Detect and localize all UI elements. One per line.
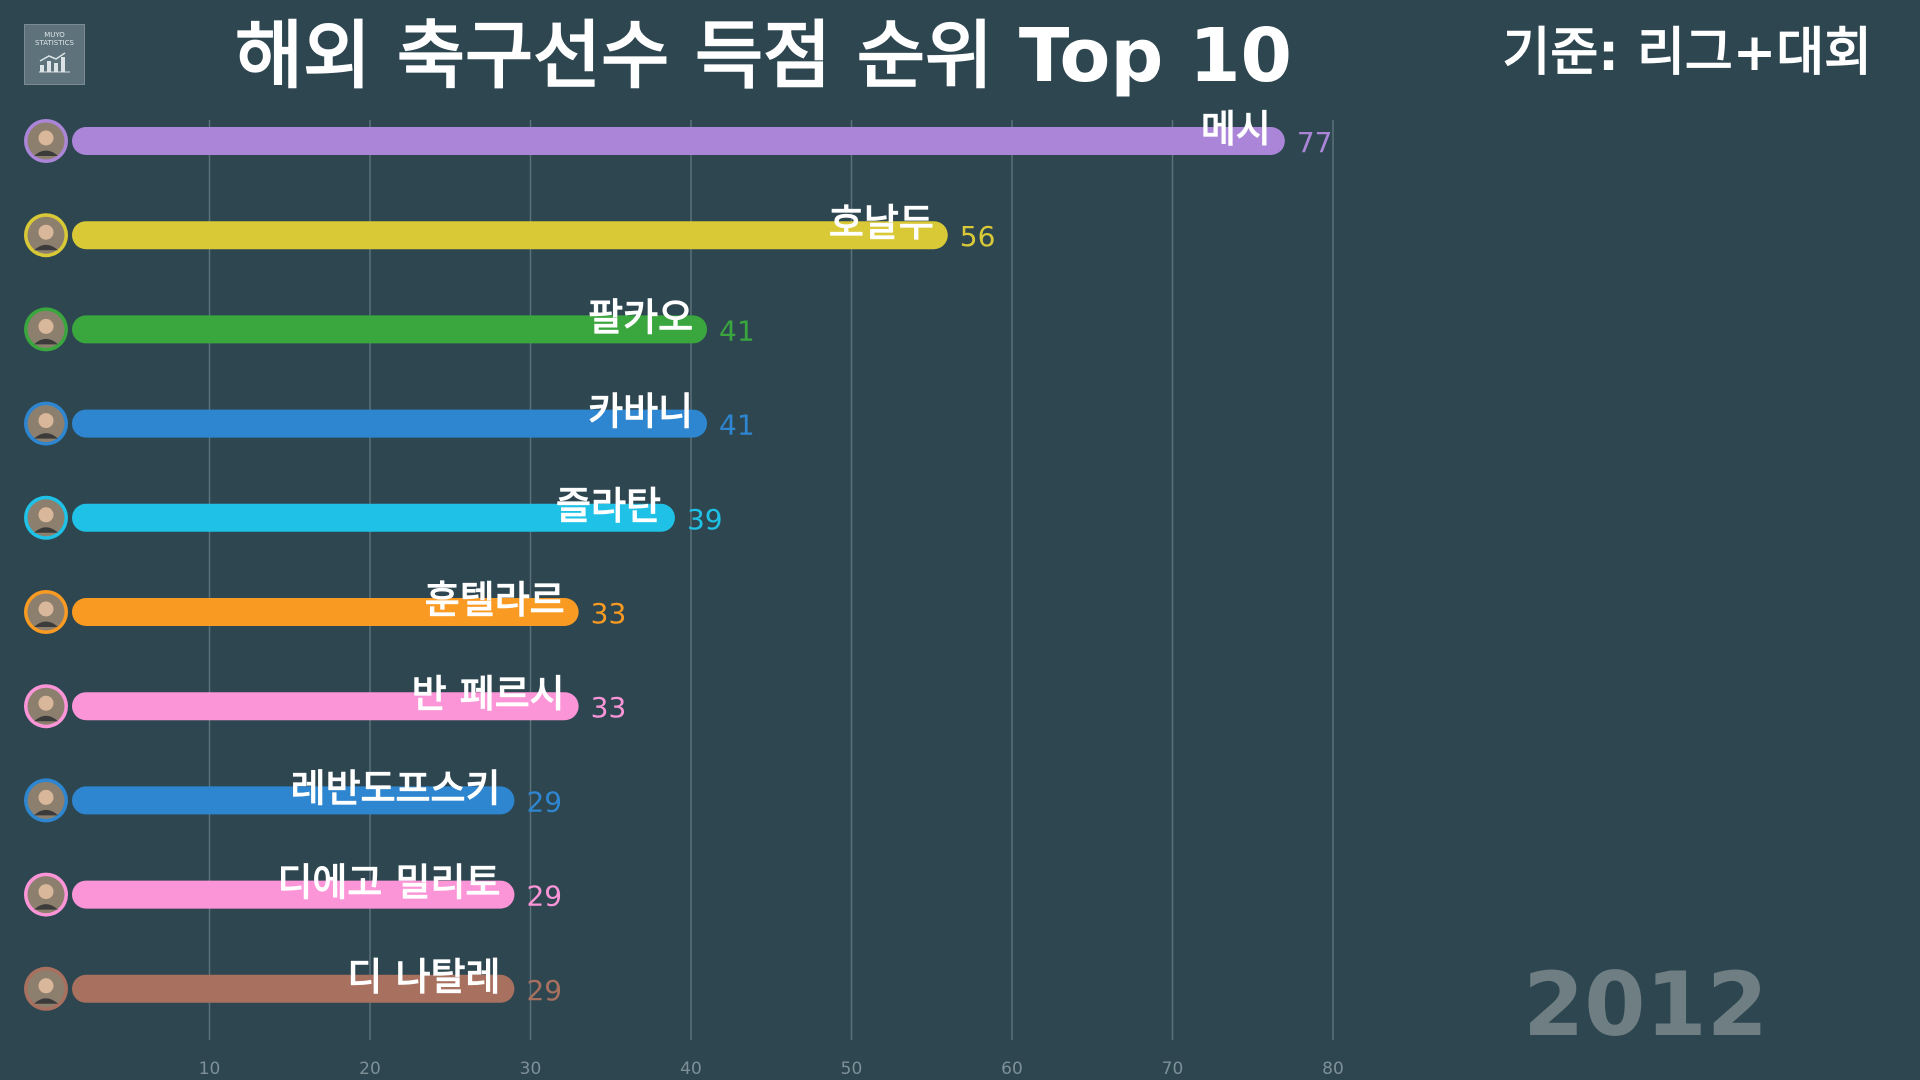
bar bbox=[72, 974, 515, 1003]
x-tick-label: 20 bbox=[359, 1059, 381, 1079]
logo-text-line1: MUYO bbox=[44, 31, 65, 39]
player-name-label: 호날두 bbox=[829, 201, 934, 245]
logo-text-line2: STATISTICS bbox=[35, 39, 74, 47]
bar bbox=[72, 315, 708, 344]
player-face-icon bbox=[38, 695, 54, 711]
player-shoulders-icon bbox=[34, 809, 58, 816]
player-name-label: 즐라탄 bbox=[556, 484, 661, 528]
player-name-label: 디 나탈레 bbox=[347, 955, 500, 999]
bar-chart-icon bbox=[38, 52, 70, 73]
value-label: 77 bbox=[1297, 126, 1333, 159]
value-label: 29 bbox=[526, 785, 562, 818]
x-tick-label: 30 bbox=[520, 1059, 542, 1079]
player-face-icon bbox=[38, 507, 54, 523]
bar bbox=[72, 786, 515, 815]
player-shoulders-icon bbox=[34, 244, 58, 251]
x-tick-label: 50 bbox=[841, 1059, 863, 1079]
player-shoulders-icon bbox=[34, 998, 58, 1004]
player-face-icon bbox=[38, 601, 54, 617]
player-name-label: 레반도프스키 bbox=[291, 766, 501, 810]
bar bbox=[72, 409, 708, 438]
player-shoulders-icon bbox=[34, 338, 58, 345]
player-face-icon bbox=[38, 318, 54, 334]
player-name-label: 팔카오 bbox=[588, 295, 693, 339]
bar bbox=[72, 880, 515, 909]
value-label: 41 bbox=[719, 314, 755, 347]
player-name-label: 반 페르시 bbox=[412, 672, 565, 716]
bar bbox=[72, 221, 948, 250]
player-shoulders-icon bbox=[34, 904, 58, 910]
value-label: 41 bbox=[719, 409, 755, 442]
value-label: 29 bbox=[526, 974, 562, 1007]
player-face-icon bbox=[38, 130, 54, 146]
player-face-icon bbox=[38, 789, 54, 805]
player-face-icon bbox=[38, 978, 54, 994]
bar bbox=[72, 598, 579, 626]
player-name-label: 훈텔라르 bbox=[425, 578, 565, 622]
player-shoulders-icon bbox=[34, 621, 58, 627]
player-shoulders-icon bbox=[34, 150, 58, 156]
x-tick-label: 40 bbox=[680, 1059, 702, 1079]
player-face-icon bbox=[38, 413, 54, 429]
player-name-label: 디에고 밀리토 bbox=[277, 861, 500, 905]
value-label: 29 bbox=[526, 880, 562, 913]
player-name-label: 메시 bbox=[1201, 107, 1271, 151]
channel-logo: MUYO STATISTICS bbox=[24, 24, 85, 85]
player-shoulders-icon bbox=[34, 433, 58, 439]
player-face-icon bbox=[38, 884, 54, 900]
chart-title: 해외 축구선수 득점 순위 Top 10 bbox=[235, 13, 1293, 99]
value-label: 33 bbox=[591, 597, 627, 630]
year-label: 2012 bbox=[1523, 953, 1768, 1056]
x-tick-label: 10 bbox=[199, 1059, 221, 1079]
player-shoulders-icon bbox=[34, 527, 58, 533]
chart-criteria-label: 기준: 리그+대회 bbox=[1502, 23, 1872, 83]
bar bbox=[72, 692, 579, 721]
x-tick-label: 60 bbox=[1001, 1059, 1023, 1079]
bar bbox=[72, 503, 675, 532]
x-tick-label: 70 bbox=[1162, 1059, 1184, 1079]
x-tick-label: 80 bbox=[1322, 1059, 1344, 1079]
player-face-icon bbox=[38, 224, 54, 240]
value-label: 39 bbox=[687, 503, 723, 536]
bar bbox=[72, 127, 1285, 155]
player-shoulders-icon bbox=[34, 715, 58, 722]
value-label: 33 bbox=[591, 691, 627, 724]
player-name-label: 카바니 bbox=[588, 390, 693, 434]
value-label: 56 bbox=[960, 220, 996, 253]
